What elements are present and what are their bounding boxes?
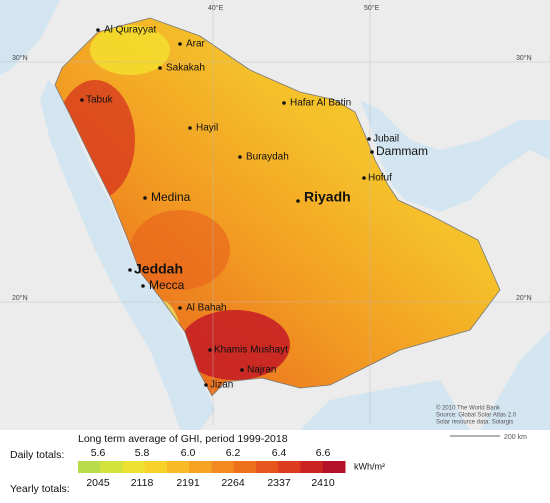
city-label: Hofuf <box>368 173 392 184</box>
lon-label: 40°E <box>208 4 224 12</box>
legend-swatch <box>122 461 146 473</box>
city-dot <box>238 155 242 159</box>
gulf <box>340 90 550 212</box>
city-dot <box>240 368 244 372</box>
city-dot <box>128 268 132 272</box>
sea <box>0 0 60 75</box>
lat-label: 20°N <box>12 294 28 302</box>
red-sea <box>40 80 215 430</box>
lat-label: 20°N <box>516 294 532 302</box>
legend-swatch <box>256 461 279 473</box>
city-label: Al Bahah <box>186 303 227 314</box>
city-dot <box>178 306 182 310</box>
yearly-value: 2118 <box>131 477 154 489</box>
legend-swatch <box>78 461 101 473</box>
city-dot <box>158 66 162 70</box>
daily-value: 6.6 <box>316 447 331 459</box>
daily-value: 5.8 <box>135 447 150 459</box>
credit: Solar resource data: Solargis <box>436 420 513 426</box>
city-dot <box>141 284 145 288</box>
city-label: Buraydah <box>246 152 289 163</box>
yearly-label: Yearly totals: <box>10 483 70 495</box>
legend-swatch <box>167 461 190 473</box>
yearly-value: 2191 <box>176 477 200 489</box>
city-dot <box>362 176 366 180</box>
city-label: Al Qurayyat <box>104 25 156 36</box>
city-label: Jubail <box>373 134 399 145</box>
legend-swatch <box>322 461 346 473</box>
yearly-value: 2264 <box>221 477 245 489</box>
city-label: Tabuk <box>86 95 114 106</box>
arabian-sea <box>300 330 550 430</box>
city-label: Hayil <box>196 123 218 134</box>
daily-value: 6.2 <box>226 447 241 459</box>
city-label: Khamis Mushayt <box>214 345 288 356</box>
city-label: Hafar Al Batin <box>290 98 351 109</box>
city-label: Riyadh <box>304 189 351 205</box>
city-label: Mecca <box>149 278 185 292</box>
city-label: Medina <box>151 190 191 204</box>
city-label: Arar <box>186 39 206 50</box>
yearly-value: 2045 <box>86 477 110 489</box>
lat-label: 30°N <box>516 54 532 62</box>
legend-swatch <box>144 461 168 473</box>
lon-label: 50°E <box>364 4 380 12</box>
legend-swatch <box>211 461 235 473</box>
daily-value: 6.0 <box>181 447 196 459</box>
city-dot <box>370 150 374 154</box>
legend-swatch <box>233 461 257 473</box>
scale-label: 200 km <box>504 434 527 441</box>
legend-swatch <box>278 461 301 473</box>
city-label: Najran <box>247 365 276 376</box>
legend-unit: kWh/m² <box>354 461 385 471</box>
daily-value: 5.6 <box>91 447 106 459</box>
daily-label: Daily totals: <box>10 449 64 461</box>
city-dot <box>178 42 182 46</box>
city-dot <box>367 137 371 141</box>
legend-swatch <box>100 461 123 473</box>
city-label: Jeddah <box>134 261 183 277</box>
credit: © 2010 The World Bank <box>436 405 501 412</box>
city-dot <box>208 348 212 352</box>
city-dot <box>96 28 100 32</box>
city-label: Sakakah <box>166 63 205 74</box>
legend-swatch <box>300 461 324 473</box>
lat-label: 30°N <box>12 54 28 62</box>
city-dot <box>282 101 286 105</box>
daily-value: 6.4 <box>272 447 287 459</box>
yearly-value: 2410 <box>311 477 335 489</box>
credit: Source: Global Solar Atlas 2.0 <box>436 413 517 419</box>
legend-swatch <box>189 461 212 473</box>
city-dot <box>188 126 192 130</box>
city-dot <box>143 196 147 200</box>
city-label: Dammam <box>376 144 428 158</box>
city-dot <box>80 98 84 102</box>
cities: Al Qurayyat Arar Sakakah Tabuk Hafar Al Bati… <box>80 25 428 391</box>
city-label: Jizan <box>210 380 233 391</box>
city-dot <box>204 383 208 387</box>
legend: 5.6 5.8 6.0 6.2 6.4 6.6 2045 2118 2191 2264 2337 24… <box>78 447 346 489</box>
legend-title: Long term average of GHI, period 1999-20… <box>78 433 288 445</box>
city-dot <box>296 199 300 203</box>
yearly-value: 2337 <box>267 477 291 489</box>
